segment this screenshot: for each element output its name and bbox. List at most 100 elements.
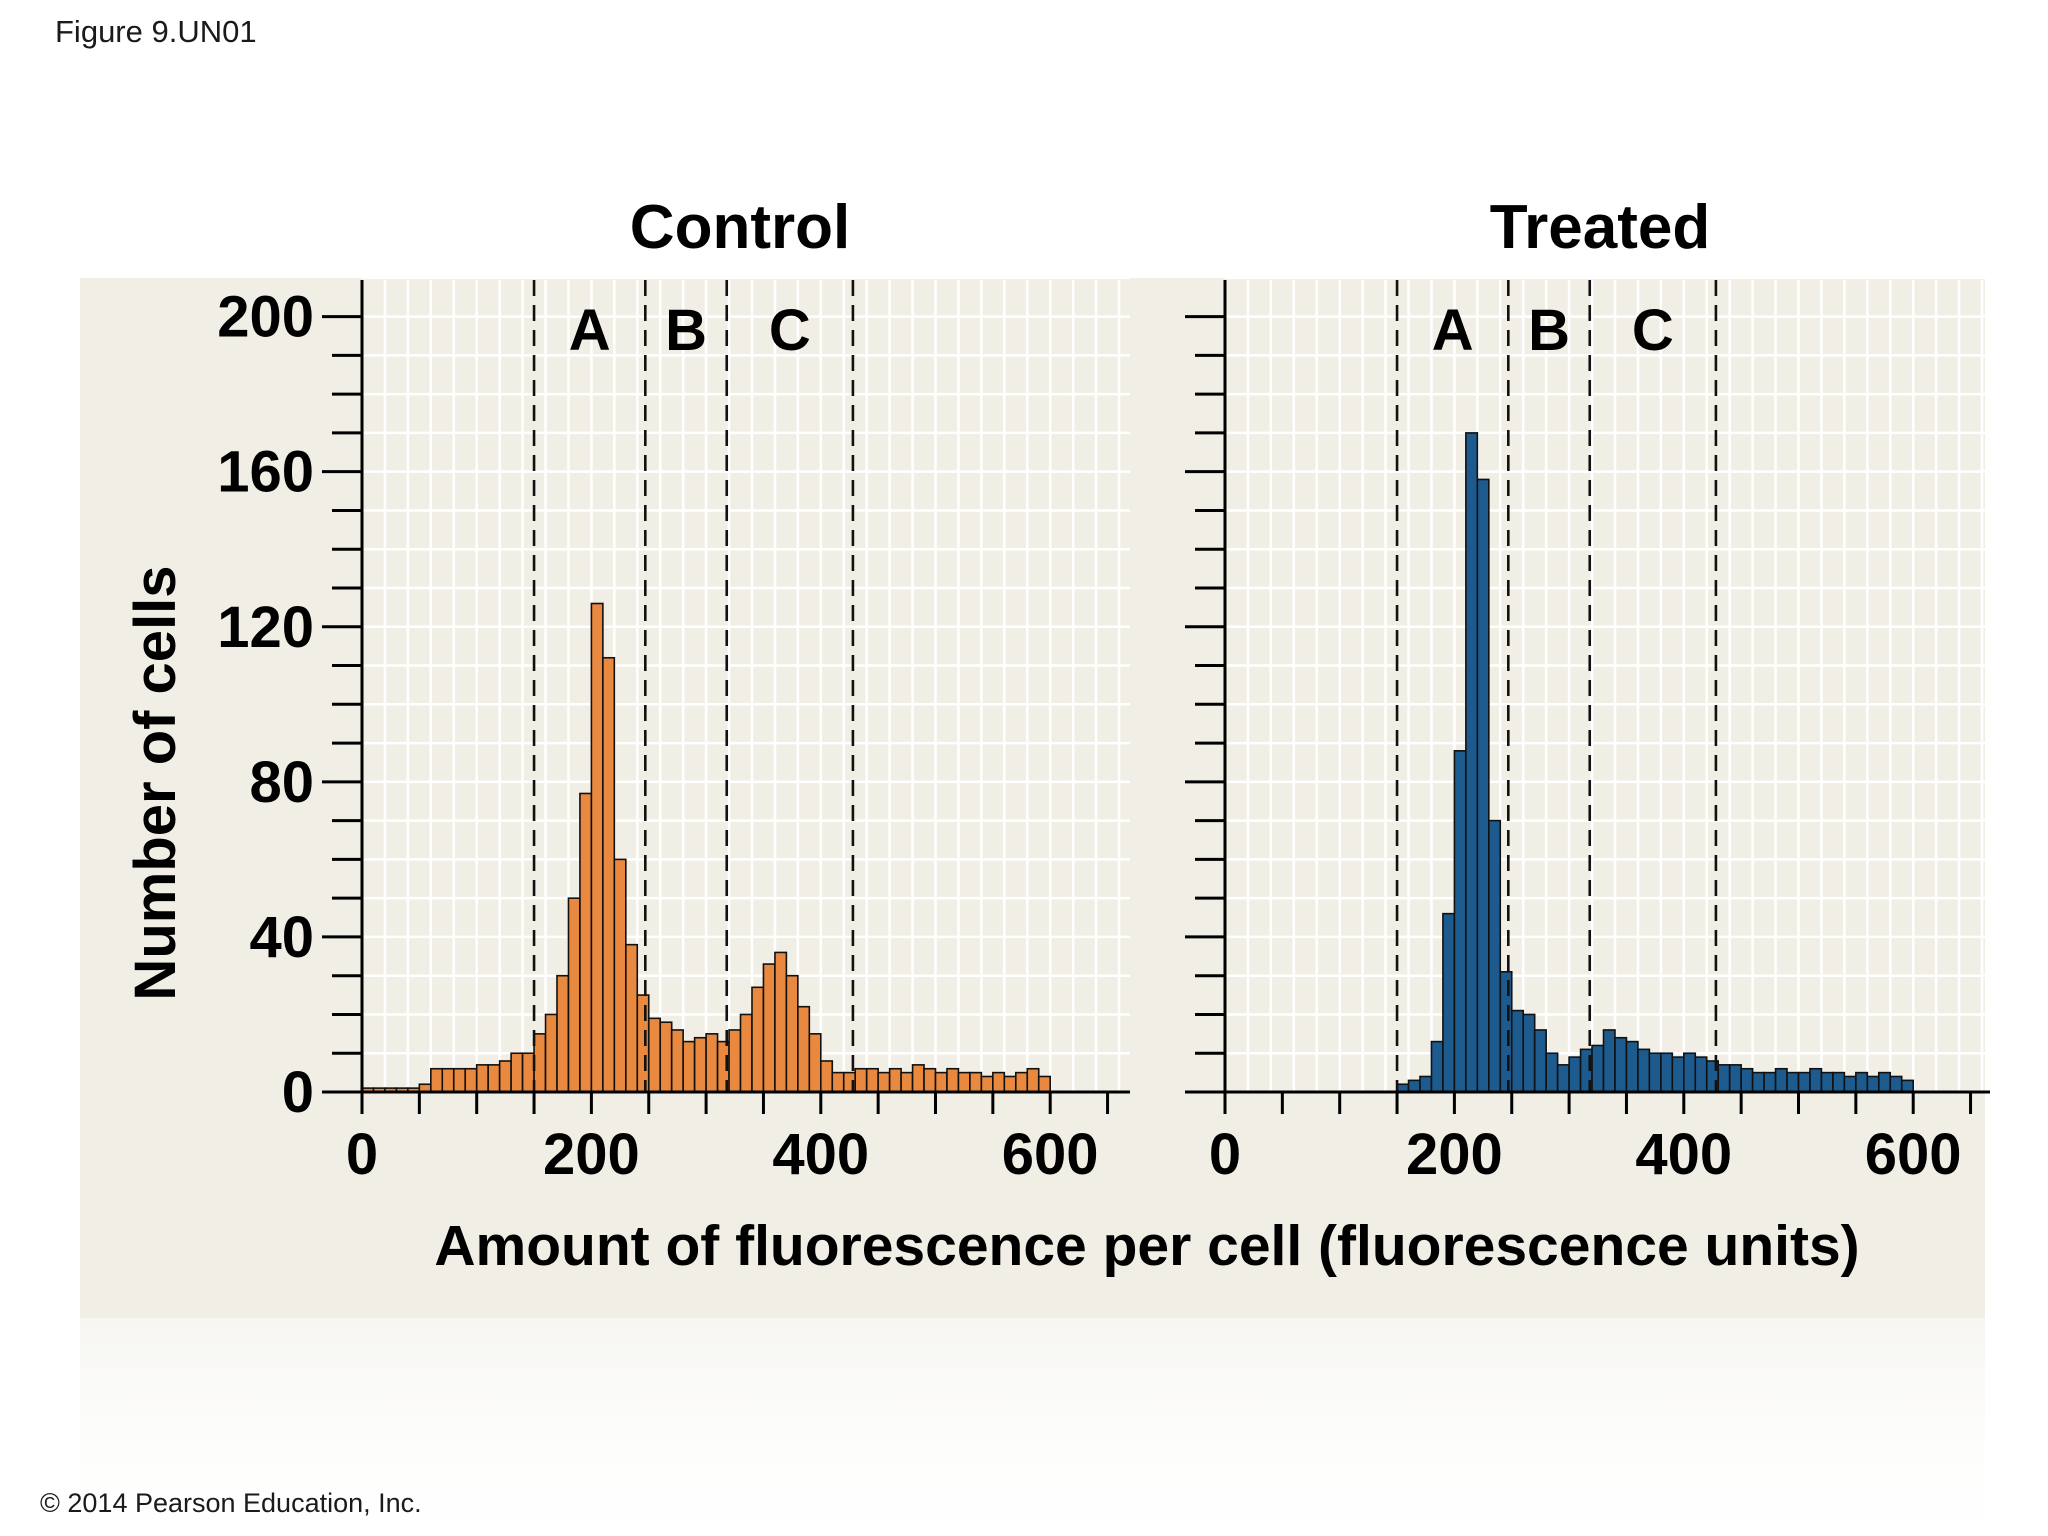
figure-background bbox=[80, 278, 1985, 1318]
histogram-bar bbox=[900, 1071, 914, 1093]
histogram-bar bbox=[1522, 1013, 1536, 1093]
histogram-bar bbox=[613, 858, 627, 1093]
histogram-bar bbox=[980, 1075, 994, 1093]
x-axis-label: Amount of fluorescence per cell (fluores… bbox=[434, 1214, 1859, 1278]
histogram-bar bbox=[1832, 1071, 1846, 1093]
histogram-bar bbox=[1889, 1075, 1903, 1093]
x-tick-label: 400 bbox=[772, 1122, 869, 1187]
x-tick-label: 0 bbox=[346, 1122, 378, 1187]
histogram-bar bbox=[1510, 1009, 1525, 1093]
histogram-bar bbox=[785, 974, 799, 1093]
histogram-bar bbox=[1014, 1071, 1029, 1093]
histogram-bar bbox=[1533, 1029, 1547, 1093]
histogram-bar bbox=[521, 1052, 535, 1093]
histogram-bar bbox=[1797, 1071, 1811, 1093]
histogram-bar bbox=[1499, 971, 1513, 1093]
histogram-bar bbox=[1453, 750, 1467, 1093]
region-label: A bbox=[569, 298, 611, 363]
histogram-bar bbox=[464, 1067, 478, 1093]
histogram-bar bbox=[808, 1033, 822, 1093]
histogram-bar bbox=[1488, 819, 1502, 1093]
histogram-bar bbox=[1442, 912, 1456, 1093]
chart-title: Control bbox=[630, 193, 850, 262]
x-tick-label: 600 bbox=[1865, 1122, 1962, 1187]
histogram-bar bbox=[579, 792, 593, 1093]
histogram-bar bbox=[1809, 1067, 1823, 1093]
region-label: C bbox=[769, 298, 811, 363]
histogram-bar bbox=[877, 1071, 891, 1093]
y-tick-label: 200 bbox=[217, 285, 314, 350]
histogram-bar bbox=[544, 1013, 558, 1093]
x-tick-label: 400 bbox=[1635, 1122, 1732, 1187]
histogram-bar bbox=[670, 1029, 684, 1093]
histogram-bar bbox=[1786, 1071, 1800, 1093]
y-tick-label: 80 bbox=[249, 750, 314, 815]
histogram-bar bbox=[475, 1064, 489, 1093]
histogram-bar bbox=[452, 1067, 467, 1093]
histogram-bar bbox=[911, 1064, 925, 1093]
histogram-bar bbox=[636, 994, 650, 1093]
histogram-bar bbox=[1648, 1052, 1662, 1093]
histogram-bar bbox=[659, 1021, 673, 1093]
histogram-bar bbox=[739, 1013, 753, 1093]
histogram-bar bbox=[1900, 1079, 1914, 1093]
y-axis-label: Number of cells bbox=[123, 565, 188, 1000]
x-tick-label: 200 bbox=[1406, 1122, 1503, 1187]
histogram-bar bbox=[969, 1071, 983, 1093]
x-tick-label: 200 bbox=[543, 1122, 640, 1187]
histogram-bar bbox=[1671, 1056, 1685, 1093]
control-histogram: A B C 0 200 400 600 0 40 80 120 160 200 Control bbox=[217, 193, 1130, 1187]
histogram-bar bbox=[1866, 1075, 1880, 1093]
copyright-notice: © 2014 Pearson Education, Inc. bbox=[40, 1488, 422, 1518]
histogram-bar bbox=[1476, 478, 1490, 1093]
histogram-bar bbox=[957, 1071, 971, 1093]
histogram-bar bbox=[1465, 432, 1479, 1093]
histogram-bar bbox=[797, 1005, 811, 1093]
histogram-bar bbox=[774, 951, 788, 1093]
histogram-bar bbox=[647, 1017, 662, 1093]
histogram-bar bbox=[1545, 1052, 1559, 1093]
histogram-bar bbox=[1556, 1064, 1570, 1093]
histogram-bar bbox=[751, 986, 765, 1093]
histogram-bar bbox=[441, 1067, 455, 1093]
histogram-bar bbox=[1602, 1029, 1616, 1093]
histogram-bar bbox=[498, 1060, 512, 1093]
histogram-bar bbox=[865, 1067, 879, 1093]
histogram-bar bbox=[728, 1029, 742, 1093]
histogram-bar bbox=[1820, 1071, 1834, 1093]
histogram-bar bbox=[1877, 1071, 1892, 1093]
y-tick-label: 120 bbox=[217, 595, 314, 660]
histogram-bar bbox=[1430, 1040, 1444, 1093]
histogram-bar bbox=[1568, 1056, 1582, 1093]
histogram-bar bbox=[1683, 1052, 1697, 1093]
x-tick-label: 0 bbox=[1209, 1122, 1241, 1187]
histogram-bar bbox=[556, 974, 570, 1093]
histogram-bar bbox=[682, 1040, 696, 1093]
histogram-bar bbox=[934, 1071, 948, 1093]
chart-title: Treated bbox=[1490, 193, 1711, 262]
histogram-bar bbox=[510, 1052, 524, 1093]
histogram-bar bbox=[992, 1071, 1006, 1093]
treated-histogram: A B C 0 200 400 600 Treated bbox=[1185, 193, 1990, 1187]
y-tick-label: 160 bbox=[217, 440, 314, 505]
histogram-bar bbox=[819, 1060, 834, 1093]
histogram-bar bbox=[1037, 1075, 1051, 1093]
histogram-bar bbox=[1660, 1052, 1674, 1093]
histogram-bar bbox=[1843, 1075, 1857, 1093]
region-label: A bbox=[1432, 298, 1474, 363]
histogram-bar bbox=[1591, 1044, 1605, 1093]
histogram-bar bbox=[1625, 1040, 1639, 1093]
histogram-bar bbox=[854, 1067, 868, 1093]
histogram-bar bbox=[762, 963, 776, 1093]
histogram-bar bbox=[693, 1036, 707, 1093]
histogram-bar bbox=[831, 1071, 845, 1093]
histogram-bar bbox=[946, 1067, 960, 1093]
histogram-bar bbox=[1717, 1064, 1731, 1093]
histogram-bar bbox=[923, 1067, 937, 1093]
histogram-bar bbox=[1855, 1071, 1869, 1093]
histogram-bar bbox=[533, 1033, 547, 1093]
histogram-bar bbox=[1419, 1075, 1433, 1093]
histogram-bar bbox=[590, 602, 604, 1093]
region-label: B bbox=[1528, 298, 1570, 363]
x-tick-label: 600 bbox=[1002, 1122, 1099, 1187]
